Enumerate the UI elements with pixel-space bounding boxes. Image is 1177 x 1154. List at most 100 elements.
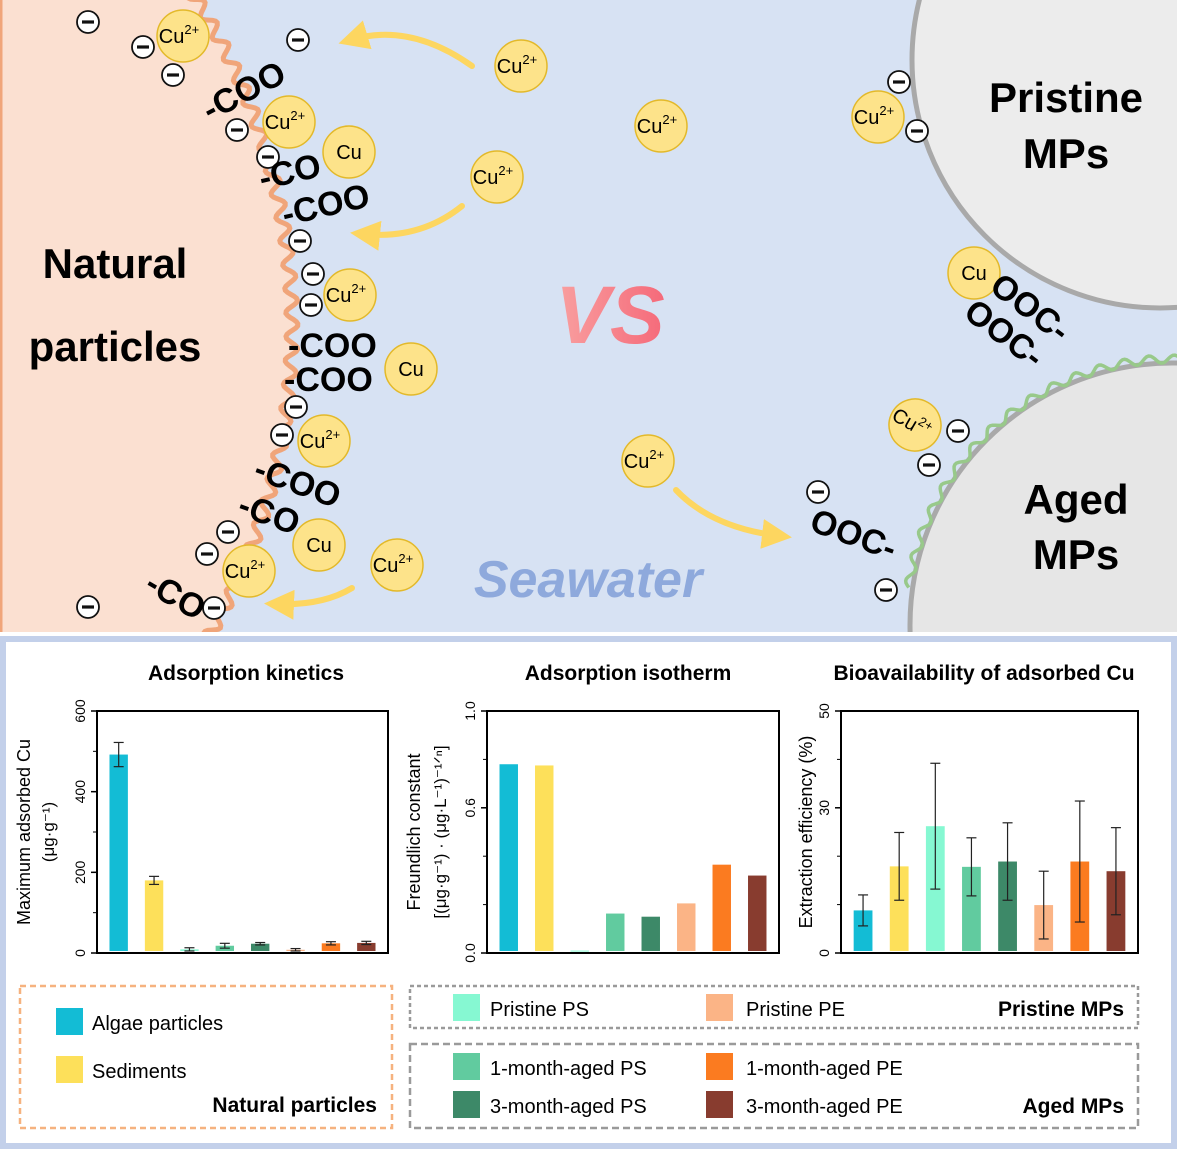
svg-text:Cu2+: Cu2+ bbox=[373, 551, 413, 577]
legend-swatch-1m-pe bbox=[706, 1053, 733, 1080]
negative-charge-icon bbox=[195, 542, 219, 566]
svg-text:Cu: Cu bbox=[961, 263, 987, 285]
svg-text:Cu: Cu bbox=[306, 535, 332, 557]
legend-swatch-1m-ps bbox=[453, 1053, 480, 1080]
svg-text:Cu2+: Cu2+ bbox=[326, 281, 366, 307]
cu-ion-aged: Cu bbox=[947, 246, 1001, 300]
svg-text:Cu2+: Cu2+ bbox=[637, 112, 677, 138]
bar-sediments bbox=[535, 765, 554, 951]
negative-charge-icon bbox=[806, 480, 830, 504]
bar-3-month-aged-pe bbox=[357, 942, 376, 951]
bar-sediments bbox=[889, 866, 909, 951]
cu2-ion-pristine: Cu2+ bbox=[851, 90, 905, 144]
legend-pristine-mps: Pristine PS Pristine PE Pristine MPs bbox=[408, 984, 1140, 1030]
ion-layer: Cu2+ Cu2+ Cu Cu2+ Cu Cu2+ Cu Cu2+ Cu2+ Cu2+ Cu2+ Cu… bbox=[76, 9, 1001, 620]
negative-charge-icon bbox=[76, 10, 100, 34]
negative-charge-icon bbox=[76, 595, 100, 619]
scheme-panel: Cu2+ Cu2+ Cu Cu2+ Cu Cu2+ Cu Cu2+ Cu2+ Cu2+ Cu2+ Cu… bbox=[0, 0, 1177, 632]
negative-charge-icon bbox=[946, 419, 970, 443]
legend-pristine-frame bbox=[408, 984, 1140, 1030]
negative-charge-icon bbox=[874, 578, 898, 602]
negative-charge-icon bbox=[270, 423, 294, 447]
bar-1-month-aged-pe bbox=[321, 943, 341, 951]
chart-title: Adsorption isotherm bbox=[525, 662, 732, 685]
legend-swatch-sediments bbox=[56, 1056, 83, 1083]
legend-swatch-3m-ps bbox=[453, 1091, 480, 1118]
cu2-ion-natural-5: Cu2+ bbox=[222, 544, 276, 598]
chart-title: Adsorption kinetics bbox=[148, 662, 344, 685]
y-tick-label: 1.0 bbox=[462, 701, 478, 721]
bar-algae-particles bbox=[853, 910, 873, 951]
natural-label-line2: particles bbox=[29, 323, 202, 370]
chart-title: Bioavailability of adsorbed Cu bbox=[833, 662, 1134, 685]
y-tick-label: 0 bbox=[816, 949, 832, 957]
negative-charge-icon bbox=[216, 520, 240, 544]
svg-text:Cu2+: Cu2+ bbox=[159, 22, 199, 48]
results-panel: Adsorption kinetics 0 200 400 600 Maximum ads… bbox=[0, 636, 1177, 1149]
svg-text:Cu2+: Cu2+ bbox=[497, 52, 537, 78]
negative-charge-icon bbox=[202, 596, 226, 620]
chart-adsorption-kinetics: Adsorption kinetics 0 200 400 600 Maximum ads… bbox=[14, 662, 389, 957]
cu2-ion-free-3: Cu2+ bbox=[470, 150, 524, 204]
legend-title-pristine: Pristine MPs bbox=[998, 998, 1124, 1021]
legend-label-pristine-pe: Pristine PE bbox=[746, 999, 845, 1021]
y-axis-label: Extraction efficiency (%) bbox=[796, 736, 816, 929]
legend-natural-frame bbox=[18, 984, 394, 1130]
legend-title-aged: Aged MPs bbox=[1022, 1095, 1124, 1118]
pristine-mp-shape bbox=[909, 0, 1177, 311]
cu2-ion-free-1: Cu2+ bbox=[494, 39, 548, 93]
svg-text:Cu2+: Cu2+ bbox=[225, 557, 265, 583]
y-tick-label: 400 bbox=[72, 780, 88, 804]
legend-label-pristine-ps: Pristine PS bbox=[490, 999, 589, 1021]
svg-text:Cu2+: Cu2+ bbox=[300, 427, 340, 453]
arrow-3 bbox=[264, 585, 355, 620]
negative-charge-icon bbox=[225, 118, 249, 142]
y-axis-label: Maximum adsorbed Cu bbox=[14, 739, 34, 925]
cu-ion-natural-2: Cu bbox=[384, 342, 438, 396]
svg-text:Cu2+: Cu2+ bbox=[265, 108, 305, 134]
biofilm-layer bbox=[903, 353, 1177, 589]
y-tick-label: 0.6 bbox=[462, 798, 478, 818]
cu2-ion-natural-3: Cu2+ bbox=[323, 268, 377, 322]
svg-text:Cu2+: Cu2+ bbox=[473, 163, 513, 189]
cu2-ion-free-5: Cu2+ bbox=[621, 434, 675, 488]
svg-text:Cu2+: Cu2+ bbox=[854, 103, 894, 129]
legend-aged-mps: 1-month-aged PS 1-month-aged PE 3-month-… bbox=[408, 1042, 1140, 1130]
plot-frame bbox=[840, 710, 1139, 954]
svg-text:Cu: Cu bbox=[398, 359, 424, 381]
negative-charge-icon bbox=[299, 293, 323, 317]
legend-label-algae: Algae particles bbox=[92, 1013, 223, 1035]
arrow-4 bbox=[673, 487, 792, 549]
negative-charge-icon bbox=[286, 28, 310, 52]
bar-3-month-aged-ps bbox=[641, 916, 660, 951]
bar-1-month-aged-ps bbox=[962, 866, 981, 951]
aged-mp-shape bbox=[907, 360, 1177, 632]
chart-adsorption-isotherm: Adsorption isotherm 0.0 0.6 1.0 Freundlich c… bbox=[404, 662, 780, 963]
aged-label-line2: MPs bbox=[1033, 531, 1119, 578]
legend-natural-particles: Algae particles Sediments Natural partic… bbox=[18, 984, 394, 1130]
negative-charge-icon bbox=[887, 70, 911, 94]
y-tick-label: 30 bbox=[816, 800, 832, 816]
legend-swatch-pristine-ps bbox=[453, 994, 480, 1021]
negative-charge-icon bbox=[905, 119, 929, 143]
legend-swatch-3m-pe bbox=[706, 1091, 733, 1118]
bar-algae-particles bbox=[109, 754, 128, 951]
bar-1-month-aged-ps bbox=[606, 913, 625, 951]
cu2-ion-free-4: Cu2+ bbox=[370, 538, 424, 592]
bar-sediments bbox=[144, 880, 164, 951]
bar-3-month-aged-pe bbox=[748, 875, 767, 951]
legend-label-sediments: Sediments bbox=[92, 1061, 187, 1083]
bar-algae-particles bbox=[499, 764, 518, 951]
vs-label: VS bbox=[555, 270, 664, 361]
chart-bioavailability: Bioavailability of adsorbed Cu 0 30 50 Extra… bbox=[796, 662, 1139, 957]
legend-swatch-pristine-pe bbox=[706, 994, 733, 1021]
y-tick-label: 600 bbox=[72, 699, 88, 723]
negative-charge-icon bbox=[284, 395, 308, 419]
legend-label-3m-pe: 3-month-aged PE bbox=[746, 1096, 903, 1118]
cu2-ion-natural-2: Cu2+ bbox=[262, 95, 316, 149]
arrow-1 bbox=[338, 20, 475, 69]
bar-3-month-aged-ps bbox=[250, 943, 270, 951]
natural-label-line1: Natural bbox=[43, 240, 188, 287]
